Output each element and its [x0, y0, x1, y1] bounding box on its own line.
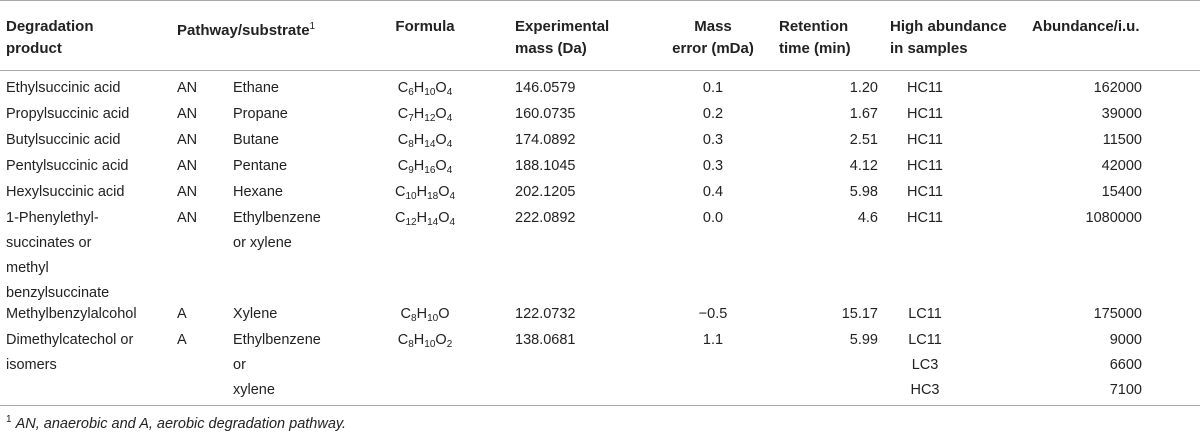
cell-formula: C12H14O4	[394, 210, 456, 228]
header-abundance-samples: High abundance in samples	[890, 18, 1007, 57]
cell-pathway: AN	[177, 158, 198, 174]
cell-substrate: Butane	[233, 132, 279, 148]
cell-retention: 5.99	[849, 332, 878, 348]
cell-product: Hexylsuccinic acid	[6, 184, 125, 200]
cell-product: Dimethylcatechol or isomers	[6, 332, 134, 373]
cell-mass: 188.1045	[515, 158, 576, 174]
header-rule	[0, 70, 1200, 71]
cell-substrate: Ethylbenzene or xylene	[233, 210, 321, 251]
table-footnote: 1 AN, anaerobic and A, aerobic degradati…	[6, 414, 347, 432]
cell-retention: 1.67	[849, 106, 878, 122]
cell-samples: LC11	[908, 306, 942, 322]
cell-abundance: 162000	[1093, 80, 1142, 96]
cell-formula: C8H14O4	[397, 132, 453, 150]
cell-product: Pentylsuccinic acid	[6, 158, 129, 174]
cell-formula: C8H10O2	[397, 332, 453, 350]
cell-pathway: A	[177, 332, 187, 348]
cell-pathway: AN	[177, 184, 198, 200]
cell-retention: 4.6	[857, 210, 878, 226]
cell-retention: 1.20	[849, 80, 878, 96]
table-bottom-rule	[0, 405, 1200, 406]
table-top-rule	[0, 0, 1200, 1]
cell-abundance: 42000	[1101, 158, 1142, 174]
cell-mass: 222.0892	[515, 210, 576, 226]
cell-mass: 202.1205	[515, 184, 576, 200]
cell-product: Propylsuccinic acid	[6, 106, 130, 122]
cell-mass: 160.0735	[515, 106, 576, 122]
cell-mass-error: 0.2	[702, 106, 724, 122]
cell-abundance: 9000 6600 7100	[1109, 332, 1142, 398]
cell-abundance: 1080000	[1085, 210, 1142, 226]
cell-mass-error: −0.5	[698, 306, 728, 322]
header-mass: Experimental mass (Da)	[515, 18, 610, 57]
cell-product: Ethylsuccinic acid	[6, 80, 121, 96]
cell-retention: 5.98	[849, 184, 878, 200]
header-abundance: Abundance/i.u.	[1032, 18, 1140, 35]
cell-formula: C7H12O4	[397, 106, 453, 124]
cell-pathway: A	[177, 306, 187, 322]
cell-product: Methylbenzylalcohol	[6, 306, 137, 322]
cell-substrate: Pentane	[233, 158, 288, 174]
cell-mass: 138.0681	[515, 332, 576, 348]
cell-pathway: AN	[177, 210, 198, 226]
cell-mass: 174.0892	[515, 132, 576, 148]
cell-formula: C10H18O4	[394, 184, 456, 202]
header-retention: Retention time (min)	[779, 18, 851, 57]
cell-retention: 4.12	[849, 158, 878, 174]
header-formula: Formula	[395, 18, 455, 35]
cell-mass-error: 1.1	[702, 332, 724, 348]
cell-mass: 146.0579	[515, 80, 576, 96]
cell-mass: 122.0732	[515, 306, 576, 322]
cell-pathway: AN	[177, 132, 198, 148]
header-pathway: Pathway/substrate1	[177, 21, 316, 39]
cell-samples: LC11 LC3 HC3	[908, 332, 942, 398]
cell-formula: C9H16O4	[397, 158, 453, 176]
cell-mass-error: 0.4	[702, 184, 724, 200]
cell-substrate: Propane	[233, 106, 288, 122]
cell-product: 1-Phenylethyl-succinates or methyl benzyls…	[6, 210, 110, 301]
cell-mass-error: 0.0	[702, 210, 724, 226]
cell-samples: HC11	[907, 158, 943, 174]
cell-substrate: Hexane	[233, 184, 283, 200]
cell-formula: C8H10O	[400, 306, 450, 324]
cell-samples: HC11	[907, 210, 943, 226]
cell-substrate: Ethylbenzene or xylene	[233, 332, 321, 398]
cell-formula: C6H10O4	[397, 80, 453, 98]
cell-product: Butylsuccinic acid	[6, 132, 121, 148]
cell-substrate: Xylene	[233, 306, 278, 322]
cell-samples: HC11	[907, 184, 943, 200]
cell-samples: HC11	[907, 106, 943, 122]
cell-abundance: 11500	[1102, 132, 1142, 148]
cell-samples: HC11	[907, 80, 943, 96]
cell-mass-error: 0.1	[702, 80, 724, 96]
cell-substrate: Ethane	[233, 80, 279, 96]
cell-samples: HC11	[907, 132, 943, 148]
cell-retention: 2.51	[849, 132, 878, 148]
cell-pathway: AN	[177, 80, 198, 96]
cell-mass-error: 0.3	[702, 132, 724, 148]
cell-retention: 15.17	[841, 306, 878, 322]
header-product: Degradation product	[6, 18, 94, 57]
cell-abundance: 39000	[1101, 106, 1142, 122]
cell-mass-error: 0.3	[702, 158, 724, 174]
header-mass-error: Mass error (mDa)	[672, 18, 754, 57]
cell-abundance: 15400	[1101, 184, 1142, 200]
cell-abundance: 175000	[1093, 306, 1142, 322]
cell-pathway: AN	[177, 106, 198, 122]
